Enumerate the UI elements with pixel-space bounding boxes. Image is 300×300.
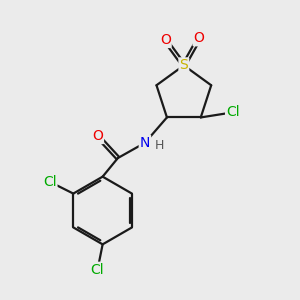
Text: N: N: [140, 136, 150, 150]
Text: Cl: Cl: [226, 105, 240, 119]
Text: Cl: Cl: [91, 263, 104, 277]
Text: H: H: [154, 139, 164, 152]
Text: O: O: [194, 31, 205, 45]
Text: O: O: [92, 129, 103, 143]
Text: S: S: [179, 58, 188, 72]
Text: O: O: [160, 33, 171, 47]
Text: Cl: Cl: [43, 175, 56, 189]
